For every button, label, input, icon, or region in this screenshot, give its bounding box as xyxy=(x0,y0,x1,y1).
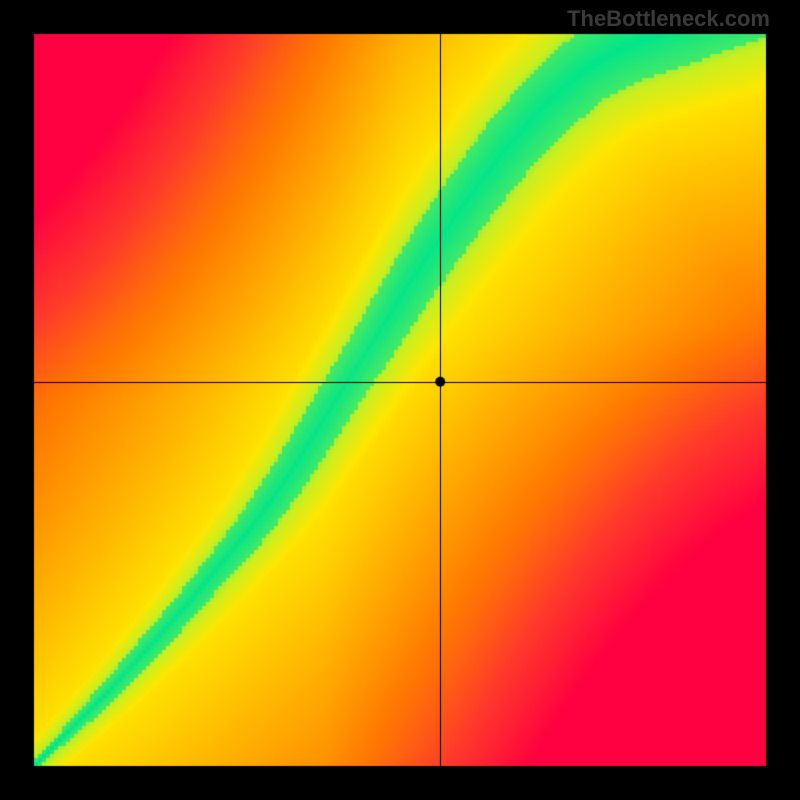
bottleneck-heatmap xyxy=(0,0,800,800)
chart-container: TheBottleneck.com xyxy=(0,0,800,800)
watermark-text: TheBottleneck.com xyxy=(567,6,770,32)
